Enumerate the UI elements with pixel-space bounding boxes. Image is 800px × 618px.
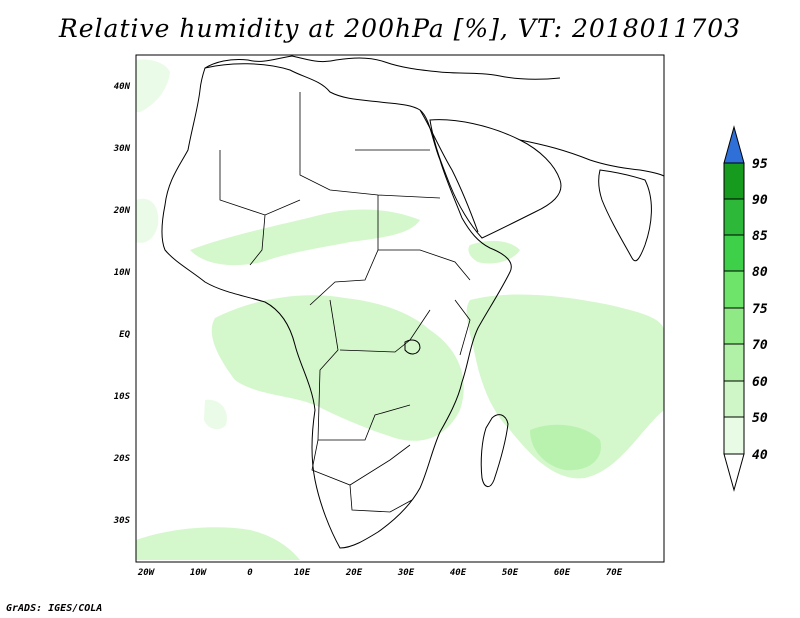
map-title: Relative humidity at 200hPa [%], VT: 201… xyxy=(58,14,742,43)
colorbar-label-95: 95 xyxy=(752,157,768,172)
colorbar-bin-60-70 xyxy=(723,343,745,382)
colorbar-bin-40-50 xyxy=(723,416,745,455)
colorbar-bin-70-75 xyxy=(723,307,745,345)
colorbar-label-50: 50 xyxy=(752,411,768,426)
lon-tick-20w: 20W xyxy=(137,568,156,578)
lat-tick-30s: 30S xyxy=(113,516,131,526)
madagascar xyxy=(480,414,509,487)
lat-tick-30n: 30N xyxy=(113,144,131,154)
lon-tick-10w: 10W xyxy=(190,568,208,578)
colorbar-label-40: 40 xyxy=(752,448,768,463)
colorbar-label-75: 75 xyxy=(752,302,768,317)
humidity-area-horn xyxy=(468,240,520,264)
colorbar-bin-75-80 xyxy=(723,270,745,309)
country-borders xyxy=(219,92,471,513)
humidity-area-sahel xyxy=(190,209,420,266)
lon-tick-70e: 70E xyxy=(606,568,623,578)
lon-tick-30e: 30E xyxy=(397,568,415,578)
colorbar-label-85: 85 xyxy=(752,229,768,244)
lake-victoria xyxy=(404,339,421,355)
colorbar-label-80: 80 xyxy=(752,265,768,280)
lon-tick-40e: 40E xyxy=(450,568,467,578)
arabian-peninsula xyxy=(429,119,562,239)
colorbar-bin-85-90 xyxy=(723,198,745,236)
lon-tick-50e: 50E xyxy=(502,568,519,578)
grads-credit: GrADS: IGES/COLA xyxy=(6,603,103,614)
border-lines xyxy=(219,92,471,513)
africa-coastline xyxy=(161,63,512,549)
lat-tick-20n: 20N xyxy=(113,206,131,216)
colorbar-label-60: 60 xyxy=(752,375,768,390)
humidity-area-southwest-atlantic xyxy=(204,399,227,430)
colorbar-labels: 95 90 85 80 75 70 60 50 40 xyxy=(752,157,768,463)
lat-tick-10s: 10S xyxy=(114,392,131,402)
colorbar-bin-80-85 xyxy=(723,234,745,272)
colorbar-bin-50-60 xyxy=(723,380,745,418)
colorbar-label-70: 70 xyxy=(752,338,768,353)
map-frame xyxy=(135,54,665,563)
lon-tick-20e: 20E xyxy=(345,568,363,578)
humidity-area-southwest xyxy=(136,527,300,560)
lat-tick-eq: EQ xyxy=(119,330,130,340)
lon-tick-0: 0 xyxy=(247,568,253,578)
humidity-area-madagascar-south xyxy=(530,424,601,471)
colorbar-bottom-arrow xyxy=(723,453,745,492)
europe-coast xyxy=(204,55,561,80)
persia-coast xyxy=(519,139,665,177)
colorbar-bin-90-95 xyxy=(723,162,745,200)
humidity-area-indian-ocean xyxy=(466,294,664,479)
lat-tick-20s: 20S xyxy=(113,454,131,464)
humidity-area-northwest xyxy=(136,59,170,112)
humidity-area-west xyxy=(136,198,159,243)
colorbar-top-arrow xyxy=(723,125,745,164)
lat-tick-labels: 40N 30N 20N 10N EQ 10S 20S 30S xyxy=(113,82,131,526)
humidity-area-central xyxy=(211,295,464,441)
lon-tick-10e: 10E xyxy=(294,568,311,578)
lat-tick-40n: 40N xyxy=(114,82,131,92)
humidity-shading xyxy=(136,59,664,560)
india xyxy=(598,169,652,262)
coastlines xyxy=(161,55,665,549)
lon-tick-60e: 60E xyxy=(554,568,571,578)
lon-tick-labels: 20W 10W 0 10E 20E 30E 40E 50E 60E 70E xyxy=(137,568,623,578)
colorbar xyxy=(723,125,745,492)
colorbar-label-90: 90 xyxy=(752,193,768,208)
red-sea xyxy=(419,109,479,233)
lat-tick-10n: 10N xyxy=(114,268,131,278)
